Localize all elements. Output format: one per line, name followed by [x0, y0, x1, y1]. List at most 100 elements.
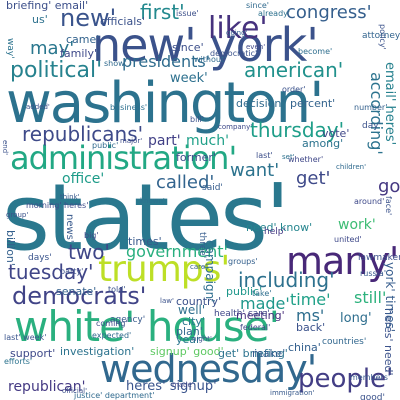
word-called: called' [156, 172, 215, 193]
word-night: public' [92, 141, 119, 150]
word-public: good' [360, 393, 385, 400]
word-day: public' [226, 285, 263, 298]
word-immigration: end' [1, 140, 9, 156]
word-made-2: care' [190, 263, 208, 271]
word-days: take' [252, 289, 272, 298]
word-children: immigration' [270, 389, 315, 397]
word-party: news' [64, 214, 75, 243]
word-groups: law' [160, 297, 174, 305]
word-news: efforts' [4, 357, 33, 366]
word-new-york: new' york' [92, 18, 319, 72]
word-order: health' care' [214, 309, 270, 319]
word-law: russia' [360, 269, 387, 278]
word-two: two' [68, 240, 110, 264]
word-russia: justice' department' [74, 391, 155, 400]
word-help: said' [202, 183, 223, 193]
word-still: still' [354, 288, 387, 307]
word-number: policy' [378, 24, 387, 50]
word-like: like' [208, 11, 268, 46]
word-official: children' [336, 163, 367, 171]
word-thursday: thursday' [250, 118, 345, 142]
word-make: get' briefing' [218, 347, 288, 360]
word-bill: three' [197, 232, 207, 259]
word-end: set' [282, 153, 295, 161]
word-much: much' [186, 133, 229, 149]
word-issue: become' [298, 47, 333, 56]
word-first: first' [140, 0, 185, 24]
word-united: attorney' general' [362, 31, 400, 41]
word-democrats: democrats' [12, 282, 147, 310]
word-added: since' [246, 1, 269, 10]
word-signup-good: support' [10, 347, 56, 360]
word-among: vote' [322, 127, 350, 140]
word-republican: republican' [8, 379, 86, 395]
word-back: among' [302, 137, 344, 150]
word-coming: known' [140, 197, 165, 205]
word-support: back' [296, 321, 326, 334]
word-decision: decision' [236, 97, 285, 110]
word-going: even' [246, 43, 266, 51]
word-vote: times' [128, 235, 162, 248]
word-attorney-general: group' [6, 211, 29, 219]
word-good-morning: good' morning' [378, 176, 400, 197]
word-policy: around' [354, 197, 385, 206]
word-known: added' [26, 103, 50, 111]
word-expected: last' week' [4, 333, 47, 342]
word-lawmakers: lawmakers' [358, 253, 400, 263]
word-billion: day' [362, 121, 382, 131]
word-efforts: big' [84, 231, 99, 240]
word-said: countries' [322, 337, 367, 347]
word-federal: agency' [110, 315, 146, 325]
word-countries: order' [282, 85, 306, 94]
word-heres-signup: heres' signup' [126, 379, 217, 394]
word-year: year' [176, 333, 204, 346]
word-city: city' [182, 315, 205, 328]
word-republicans: republicans' [22, 122, 144, 146]
word-work: work' [338, 217, 376, 233]
word-american: american' [244, 58, 344, 82]
word-take: party' [60, 267, 84, 276]
word-want: want' [230, 160, 280, 181]
word-set: made' [172, 381, 194, 389]
word-trumps: trumps' [98, 249, 230, 290]
word-since-2: company' [218, 123, 253, 131]
word-business: united' [334, 235, 362, 244]
word-need-know: need' know' [246, 221, 313, 234]
word-face: whether' [288, 155, 324, 164]
word-three: days' [28, 253, 52, 263]
word-show: bill' [190, 115, 204, 124]
word-china: long' [340, 311, 372, 326]
word-heres-need: china' [288, 341, 321, 354]
word-last: already' [258, 9, 291, 18]
word-us: us' [32, 13, 48, 26]
word-part: part' [148, 133, 181, 149]
word-office: office' [62, 171, 105, 187]
word-become: members' [350, 373, 391, 382]
word-senate: senate' [56, 285, 97, 298]
word-presidents: presidents' [122, 52, 211, 71]
word-big: told' [108, 285, 126, 294]
word-around: show' [104, 59, 127, 68]
word-even: coming' [96, 319, 128, 328]
word-white-house: white' house' [14, 302, 280, 351]
word-people: people' [298, 364, 394, 394]
word-meeting: meeting' [236, 309, 285, 322]
word-group: way' [5, 38, 15, 59]
word-ms: ms' [296, 306, 325, 325]
word-week: week' [170, 71, 208, 86]
word-congress: congress' [286, 2, 372, 23]
word-many: many' [286, 239, 399, 283]
word-tuesday: tuesday' [8, 260, 94, 284]
word-morning-heres: help' [264, 227, 286, 237]
word-whether: last' [256, 151, 273, 160]
word-long: make' [252, 347, 286, 360]
word-already: number' [354, 103, 388, 112]
word-way: family' [60, 47, 97, 60]
word-former: former' [176, 151, 216, 164]
word-states: states' [2, 164, 290, 271]
word-new-top: new' [60, 4, 117, 32]
word-officials: officials' [100, 15, 146, 28]
word-washington: washington' [6, 71, 324, 136]
word-democratic: without' [194, 55, 227, 64]
word-administration: administration' [10, 139, 237, 177]
